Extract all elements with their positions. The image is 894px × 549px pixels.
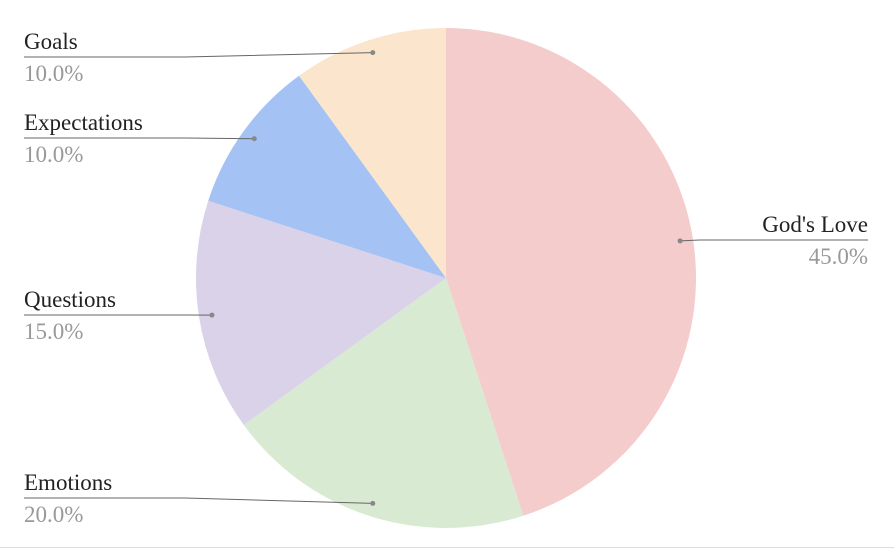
pie-slice: [208, 75, 446, 278]
leader-dot: [370, 50, 376, 56]
leader-line: [24, 52, 373, 58]
slice-label: God's Love: [762, 212, 868, 237]
leader-dot: [677, 238, 683, 244]
leader-dot: [209, 312, 215, 318]
slice-value-label: 15.0%: [24, 319, 83, 344]
slice-value-label: 20.0%: [24, 502, 83, 527]
leader-dot: [251, 136, 257, 142]
slice-value-label: 45.0%: [809, 244, 868, 269]
slice-label: Goals: [24, 29, 78, 54]
slice-label: Emotions: [24, 470, 112, 495]
pie-slice: [243, 278, 524, 528]
leader-line: [680, 239, 868, 242]
slice-label: Questions: [24, 287, 116, 312]
leader-dot: [370, 500, 376, 506]
pie-slice: [446, 28, 696, 516]
pie-slice: [299, 27, 446, 278]
slice-value-label: 10.0%: [24, 61, 83, 86]
slice-label: Expectations: [24, 110, 143, 135]
slice-value-label: 10.0%: [24, 142, 83, 167]
leader-line: [24, 137, 255, 140]
leader-line: [24, 497, 373, 504]
pie-slice: [196, 200, 446, 425]
